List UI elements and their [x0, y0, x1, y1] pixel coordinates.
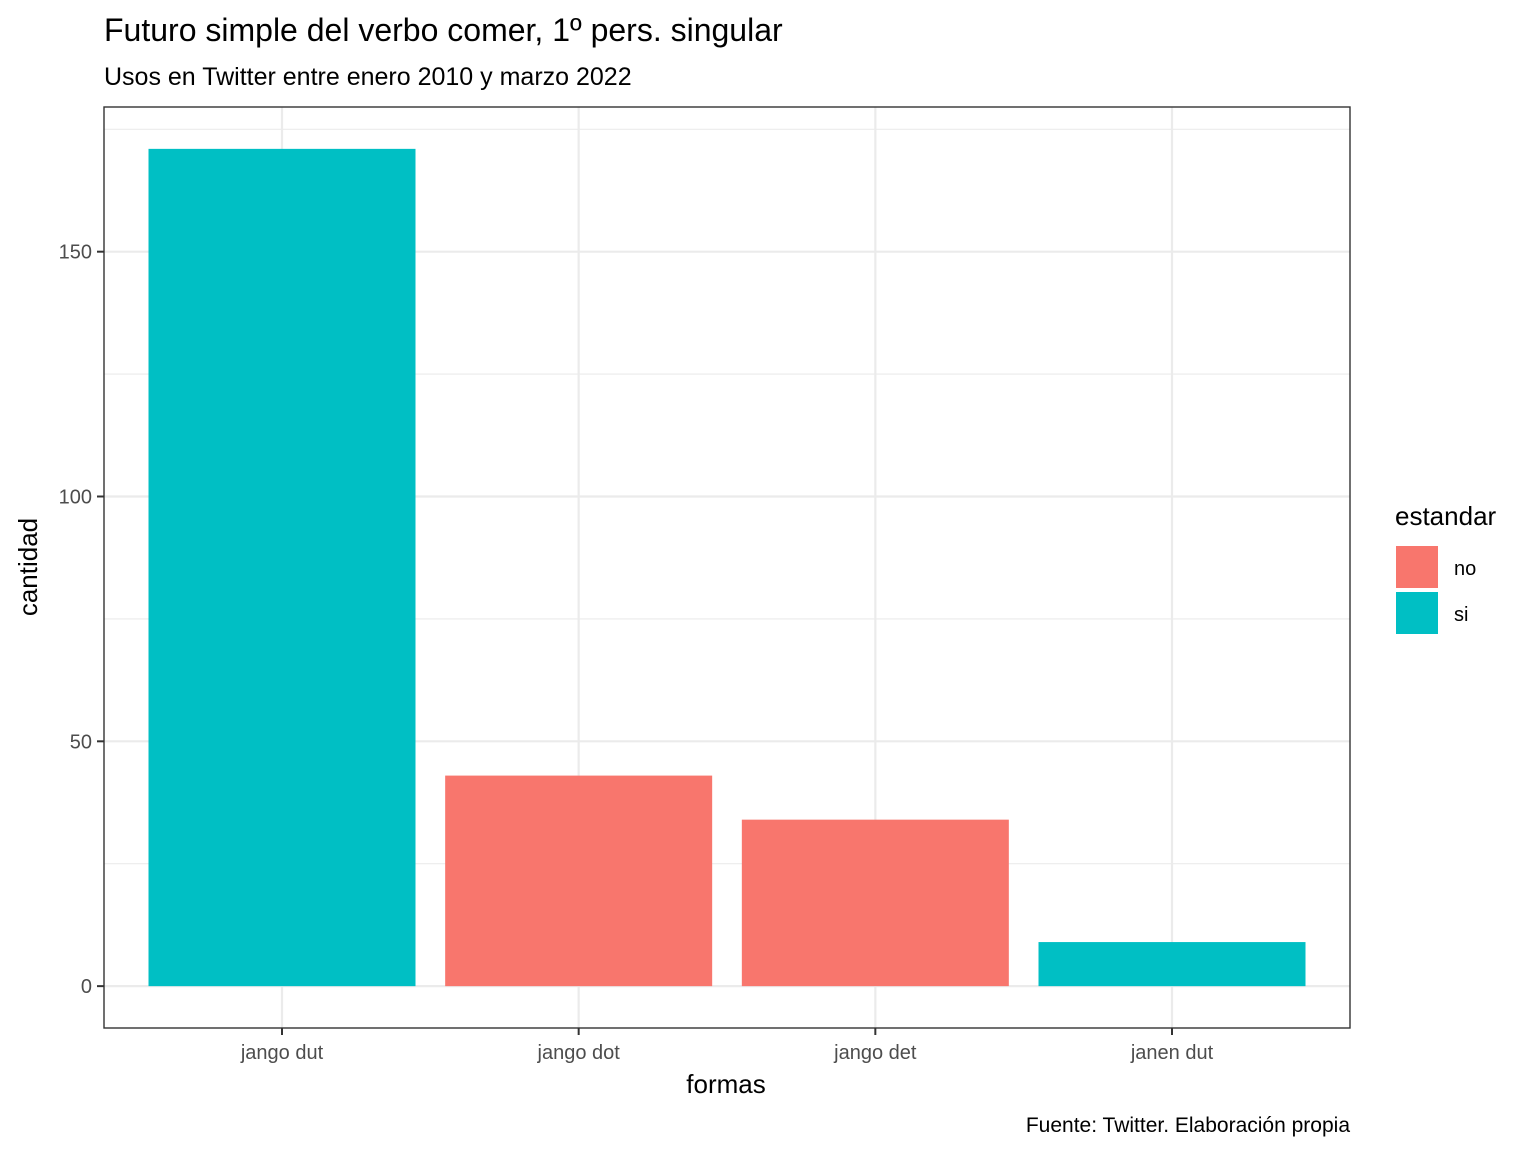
x-tick-label: jango dot [537, 1042, 621, 1064]
bar-jango-dut [148, 148, 416, 987]
bar-jango-det [741, 819, 1009, 987]
y-tick-label: 0 [81, 976, 92, 998]
chart-title: Futuro simple del verbo comer, 1º pers. … [104, 12, 783, 48]
x-tick-label: jango det [833, 1042, 917, 1064]
y-tick-label: 50 [70, 731, 92, 753]
legend-key-no [1396, 546, 1438, 588]
y-axis: 0 50 100 150 [59, 242, 104, 998]
legend-title: estandar [1395, 501, 1497, 531]
chart-caption: Fuente: Twitter. Elaboración propia [1026, 1114, 1350, 1137]
y-tick-label: 150 [59, 242, 92, 264]
chart-subtitle: Usos en Twitter entre enero 2010 y marzo… [104, 63, 632, 91]
x-axis: jango dut jango dot jango det janen dut [240, 1028, 1214, 1064]
bars [148, 148, 1306, 987]
legend: estandar no si [1395, 501, 1497, 634]
panel-border [103, 106, 1351, 1029]
legend-label-si: si [1454, 604, 1468, 626]
x-tick-label: janen dut [1130, 1042, 1214, 1064]
bar-jango-dot [445, 775, 713, 987]
x-tick-label: jango dut [240, 1042, 324, 1064]
y-axis-title: cantidad [13, 518, 43, 616]
legend-key-si [1396, 592, 1438, 634]
legend-label-no: no [1454, 558, 1476, 580]
y-tick-label: 100 [59, 487, 92, 509]
x-axis-title: formas [686, 1069, 765, 1099]
bar-janen-dut [1038, 942, 1306, 987]
